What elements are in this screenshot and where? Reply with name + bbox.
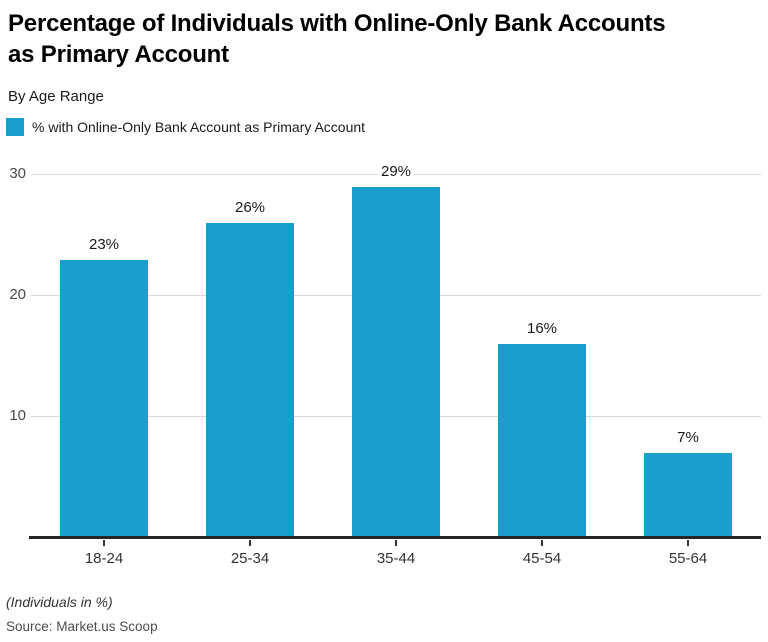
bar-value-label-text: 29% <box>377 163 415 181</box>
x-axis-tick-mark <box>249 540 251 546</box>
x-axis-category-label: 18-24 <box>84 550 124 567</box>
bar <box>644 453 732 538</box>
bar-value-label-text: 23% <box>85 235 123 253</box>
bar-band: 26% <box>177 163 323 546</box>
y-axis-tick-label: 10 <box>9 407 26 424</box>
x-axis-category-label: 25-34 <box>230 550 270 567</box>
bar <box>498 344 586 538</box>
x-axis-line <box>29 536 761 539</box>
axis-unit-note: (Individuals in %) <box>6 594 113 610</box>
chart-title-line-1: Percentage of Individuals with Online-On… <box>8 10 666 37</box>
x-axis-category-label: 35-44 <box>376 550 416 567</box>
bar-value-label: 16% <box>469 320 615 338</box>
legend: % with Online-Only Bank Account as Prima… <box>6 118 762 136</box>
legend-swatch-icon <box>6 118 24 136</box>
bar-value-label-text: 7% <box>674 429 702 447</box>
bar-chart: 10 20 30 23% 26% 29% 16% 7% 18-24 25-34 35-44 45-5… <box>9 163 761 568</box>
source-credit: Source: Market.us Scoop <box>6 619 158 634</box>
bar-value-label: 29% <box>323 163 469 181</box>
chart-subtitle: By Age Range <box>8 88 104 105</box>
plot-area: 10 20 30 23% 26% 29% 16% 7% <box>9 163 761 546</box>
x-axis-category-label: 55-64 <box>668 550 708 567</box>
bar-value-label: 26% <box>177 199 323 217</box>
bar-value-label: 23% <box>31 235 177 254</box>
bar-value-label: 7% <box>615 429 761 447</box>
x-axis-labels: 18-24 25-34 35-44 45-54 55-64 <box>31 549 761 568</box>
chart-title: Percentage of Individuals with Online-On… <box>8 8 760 70</box>
bar-value-label-text: 26% <box>231 199 269 217</box>
bar <box>60 259 148 538</box>
x-axis-tick-mark <box>395 540 397 546</box>
chart-title-line-2: as Primary Account <box>8 41 229 68</box>
x-axis-tick-mark <box>541 540 543 546</box>
bar-bands: 23% 26% 29% 16% 7% <box>31 163 761 546</box>
bar-value-label-text: 16% <box>523 320 561 338</box>
bar-band: 16% <box>469 163 615 546</box>
y-axis-tick-label: 30 <box>9 165 26 182</box>
x-axis-category-label: 45-54 <box>522 550 562 567</box>
legend-label: % with Online-Only Bank Account as Prima… <box>32 119 366 135</box>
x-axis-tick-mark <box>687 540 689 546</box>
y-axis-tick-label: 20 <box>9 286 26 303</box>
bar <box>352 187 440 538</box>
bar-band: 7% <box>615 163 761 546</box>
bar <box>206 223 294 538</box>
bar-band: 29% <box>323 163 469 546</box>
bar-band: 23% <box>31 163 177 546</box>
x-axis-tick-mark <box>103 540 105 546</box>
